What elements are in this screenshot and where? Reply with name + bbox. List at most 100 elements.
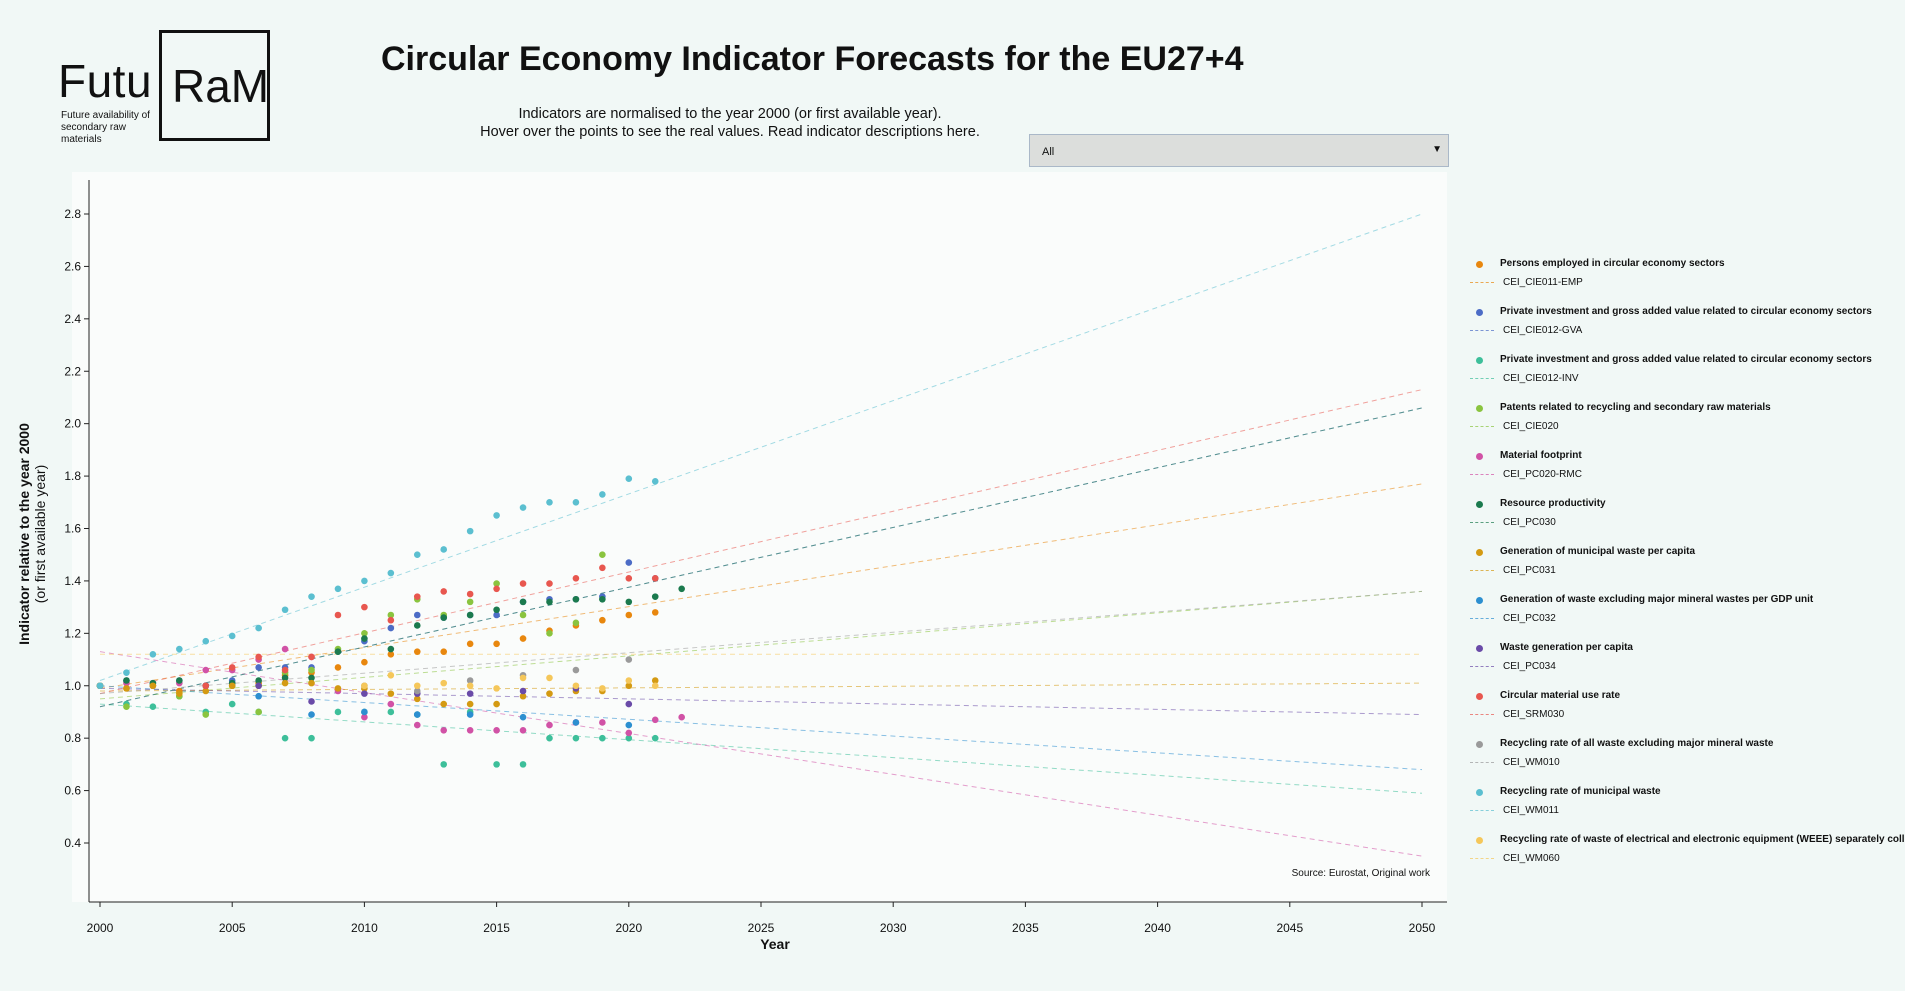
subtitle-line-1: Indicators are normalised to the year 20…: [518, 106, 942, 122]
x-tick-label: 2045: [1276, 921, 1303, 935]
legend-series-name: Waste generation per capita: [1500, 642, 1633, 653]
legend-trend-line: [1470, 762, 1494, 763]
y-tick-label: 1.2: [64, 626, 81, 640]
data-point-CEI_PC020-RMC: [466, 727, 474, 734]
data-point-CEI_WM011: [149, 651, 157, 658]
y-axis-label-line-1: Indicator relative to the year 2000: [16, 423, 32, 645]
page-title: Circular Economy Indicator Forecasts for…: [381, 40, 1244, 78]
subtitle-line-2[interactable]: Hover over the points to see the real va…: [480, 124, 980, 140]
data-point-CEI_WM011: [493, 512, 500, 519]
data-point-CEI_PC032: [361, 708, 368, 716]
legend-series-name: Circular material use rate: [1500, 690, 1621, 701]
data-point-CEI_PC031: [228, 682, 236, 690]
data-point-CEI_CIE012-INV: [308, 734, 315, 742]
data-point-CEI_PC030: [625, 598, 633, 606]
trend-line-CEI_PC032: [99, 685, 1423, 771]
data-point-CEI_PC032: [413, 711, 421, 718]
trend-line-CEI_PC030: [99, 407, 1423, 708]
data-point-CEI_WM011: [361, 577, 368, 585]
data-point-CEI_PC031: [440, 700, 448, 708]
x-tick-label: 2030: [880, 921, 907, 935]
legend-item[interactable]: Waste generation per capita CEI_PC034: [1470, 642, 1900, 690]
legend-item[interactable]: Recycling rate of municipal waste CEI_WM0…: [1470, 786, 1900, 834]
legend-series-code: CEI_PC034: [1503, 661, 1556, 672]
legend-series-name: Private investment and gross added value…: [1500, 354, 1872, 365]
data-point-CEI_PC030: [599, 595, 606, 603]
legend-item[interactable]: Recycling rate of all waste excluding ma…: [1470, 738, 1900, 786]
legend-item[interactable]: Generation of municipal waste per capita…: [1470, 546, 1900, 594]
legend-series-code: CEI_WM011: [1503, 805, 1559, 816]
data-point-CEI_WM060: [599, 685, 606, 692]
chevron-down-icon: ▼: [1432, 144, 1442, 155]
legend-series-name: Patents related to recycling and seconda…: [1500, 402, 1771, 413]
data-point-CEI_PC030: [387, 645, 395, 653]
legend-item[interactable]: Generation of waste excluding major mine…: [1470, 594, 1900, 642]
trend-line-CEI_CIE012-INV: [99, 703, 1423, 794]
legend-item[interactable]: Circular material use rate CEI_SRM030: [1470, 690, 1900, 738]
y-tick-label: 0.6: [64, 784, 81, 798]
data-point-CEI_SRM030: [255, 653, 262, 661]
legend-series-name: Recycling rate of all waste excluding ma…: [1500, 738, 1774, 749]
legend-item[interactable]: Material footprint CEI_PC020-RMC: [1470, 450, 1900, 498]
legend-marker-dot: [1476, 789, 1483, 796]
data-point-CEI_CIE012-INV: [149, 703, 157, 711]
data-point-CEI_WM060: [625, 677, 633, 684]
legend-series-code: CEI_CIE020: [1503, 421, 1559, 432]
data-point-CEI_WM010: [413, 687, 421, 695]
data-point-CEI_WM011: [599, 491, 606, 498]
legend-item[interactable]: Resource productivity CEI_PC030: [1470, 498, 1900, 546]
x-tick-label: 2025: [748, 921, 775, 935]
data-point-CEI_SRM030: [281, 666, 289, 674]
data-point-CEI_WM060: [361, 682, 368, 690]
y-tick-label: 2.4: [64, 312, 81, 326]
data-point-CEI_PC030: [334, 648, 342, 655]
indicator-select-value: All: [1042, 146, 1055, 158]
legend-item[interactable]: Private investment and gross added value…: [1470, 354, 1900, 402]
data-point-CEI_CIE012-INV: [387, 708, 395, 716]
legend-item[interactable]: Recycling rate of waste of electrical an…: [1470, 834, 1905, 882]
trend-lines: [99, 213, 1423, 857]
data-point-CEI_PC031: [387, 690, 395, 697]
data-point-CEI_CIE020: [308, 666, 315, 674]
legend-trend-line: [1470, 474, 1494, 475]
legend-item[interactable]: Private investment and gross added value…: [1470, 306, 1900, 354]
data-point-CEI_PC030: [440, 614, 448, 621]
data-point-CEI_CIE011-EMP: [651, 609, 659, 616]
data-point-CEI_WM060: [572, 682, 580, 690]
data-point-CEI_CIE012-INV: [334, 708, 342, 716]
y-tick-label: 2.6: [64, 259, 81, 273]
legend-marker-dot: [1476, 309, 1483, 316]
x-tick-label: 2050: [1409, 921, 1436, 935]
data-point-CEI_PC032: [625, 721, 633, 729]
data-point-CEI_WM011: [96, 682, 104, 690]
data-point-CEI_WM011: [466, 527, 474, 535]
data-point-CEI_CIE012-INV: [599, 734, 606, 742]
x-tick-label: 2040: [1144, 921, 1171, 935]
data-point-CEI_SRM030: [202, 682, 210, 690]
indicator-select[interactable]: All ▼: [1029, 134, 1449, 167]
data-point-CEI_CIE012-GVA: [413, 611, 421, 619]
data-point-CEI_PC031: [493, 700, 500, 708]
data-points: [96, 475, 685, 768]
data-point-CEI_SRM030: [413, 593, 421, 600]
data-point-CEI_PC031: [123, 685, 130, 692]
legend-series-code: CEI_CIE012-INV: [1503, 373, 1579, 384]
y-axis-label: Indicator relative to the year 2000 (or …: [16, 384, 48, 684]
page-subtitle: Indicators are normalised to the year 20…: [380, 105, 1080, 141]
data-point-CEI_CIE011-EMP: [440, 648, 448, 655]
data-point-CEI_PC032: [308, 711, 315, 718]
data-point-CEI_PC034: [466, 690, 474, 697]
legend-item[interactable]: Patents related to recycling and seconda…: [1470, 402, 1900, 450]
data-point-CEI_CIE012-INV: [493, 761, 500, 768]
legend-item[interactable]: Persons employed in circular economy sec…: [1470, 258, 1900, 306]
legend-marker-dot: [1476, 741, 1483, 748]
data-point-CEI_CIE020: [123, 703, 130, 711]
trend-line-CEI_WM010: [99, 590, 1423, 695]
data-point-CEI_CIE012-INV: [440, 761, 448, 768]
data-point-CEI_WM011: [281, 606, 289, 614]
data-point-CEI_PC020-RMC: [361, 713, 368, 721]
chart-legend: Persons employed in circular economy sec…: [1470, 258, 1905, 882]
data-point-CEI_SRM030: [625, 574, 633, 582]
legend-marker-dot: [1476, 597, 1483, 604]
